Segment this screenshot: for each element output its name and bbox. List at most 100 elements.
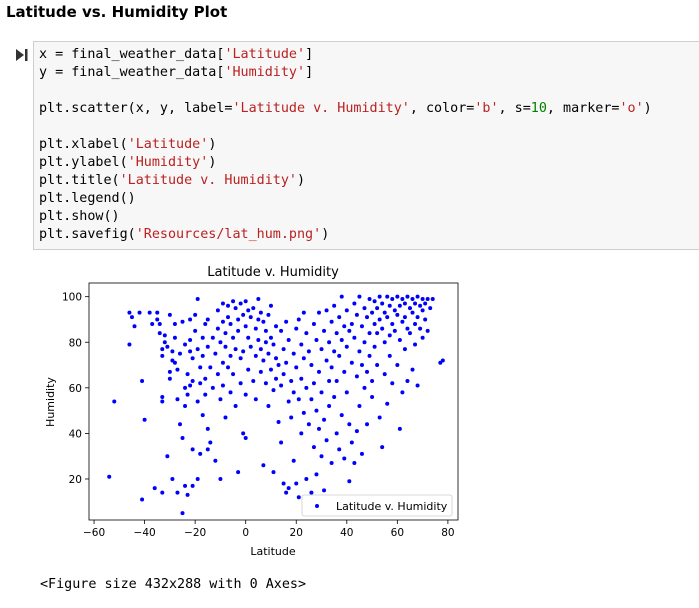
code-cell[interactable] — [33, 41, 699, 250]
data-point — [352, 461, 357, 466]
data-point — [193, 312, 198, 317]
data-point — [334, 331, 339, 336]
data-point — [324, 308, 329, 313]
data-point — [405, 326, 410, 331]
data-point — [180, 511, 185, 516]
data-point — [271, 470, 276, 475]
data-point — [354, 374, 359, 379]
data-point — [304, 331, 309, 336]
data-point — [316, 310, 321, 315]
data-point — [190, 356, 195, 361]
data-point — [400, 319, 405, 324]
data-point — [339, 294, 344, 299]
data-point — [236, 328, 241, 333]
data-point — [274, 356, 279, 361]
data-point — [425, 296, 430, 301]
data-point — [304, 385, 309, 390]
data-point — [372, 344, 377, 349]
data-point — [258, 369, 263, 374]
data-point — [395, 294, 400, 299]
data-point — [155, 310, 160, 315]
data-point — [167, 369, 172, 374]
data-point — [231, 335, 236, 340]
data-point — [188, 383, 193, 388]
legend: Latitude v. Humidity — [301, 494, 453, 517]
data-point — [236, 317, 241, 322]
chart-title: Latitude v. Humidity — [207, 265, 339, 280]
run-cell-icon[interactable] — [14, 47, 30, 63]
data-point — [365, 422, 370, 427]
data-point — [410, 310, 415, 315]
data-point — [268, 367, 273, 372]
data-point — [246, 335, 251, 340]
data-point — [423, 317, 428, 322]
data-point — [402, 301, 407, 306]
data-point — [334, 378, 339, 383]
data-point — [377, 415, 382, 420]
data-point — [183, 342, 188, 347]
data-point — [243, 324, 248, 329]
data-point — [233, 404, 238, 409]
data-point — [420, 308, 425, 313]
y-tick-label: 80 — [69, 337, 82, 349]
data-point — [365, 369, 370, 374]
data-point — [167, 312, 172, 317]
data-point — [324, 438, 329, 443]
data-point — [395, 312, 400, 317]
y-tick-label: 100 — [62, 292, 82, 304]
data-point — [337, 353, 342, 358]
data-point — [387, 303, 392, 308]
data-point — [190, 447, 195, 452]
data-point — [210, 335, 215, 340]
data-point — [309, 397, 314, 402]
data-point — [276, 420, 281, 425]
data-point — [329, 461, 334, 466]
data-point — [299, 376, 304, 381]
data-point — [301, 310, 306, 315]
data-point — [359, 363, 364, 368]
data-point — [385, 315, 390, 320]
data-point — [241, 312, 246, 317]
data-point — [274, 376, 279, 381]
data-point — [347, 422, 352, 427]
data-point — [279, 328, 284, 333]
data-point — [243, 435, 248, 440]
data-point — [205, 447, 210, 452]
data-point — [392, 328, 397, 333]
data-point — [299, 342, 304, 347]
data-point — [291, 390, 296, 395]
data-point — [228, 390, 233, 395]
data-point — [306, 349, 311, 354]
axis-ticks: −60 −40 −20 0 20 40 60 80 20 40 60 80 100 — [62, 292, 455, 539]
data-point — [327, 404, 332, 409]
data-point — [183, 483, 188, 488]
data-point — [236, 470, 241, 475]
code-line: plt.title('Latitude v. Humidity') — [39, 173, 306, 188]
data-point — [311, 322, 316, 327]
code-editor[interactable]: x = final_weather_data['Latitude'] y = f… — [39, 46, 652, 244]
data-point — [322, 488, 327, 493]
data-point — [400, 296, 405, 301]
data-point — [198, 451, 203, 456]
data-point — [268, 303, 273, 308]
data-point — [258, 347, 263, 352]
data-point — [218, 397, 223, 402]
data-point — [215, 308, 220, 313]
data-point — [380, 326, 385, 331]
data-point — [261, 463, 266, 468]
data-point — [220, 360, 225, 365]
data-point — [205, 317, 210, 322]
code-line: plt.legend() — [39, 191, 136, 206]
data-point — [387, 353, 392, 358]
data-point — [246, 308, 251, 313]
data-point — [175, 367, 180, 372]
data-point — [296, 397, 301, 402]
code-line: plt.ylabel('Humidity') — [39, 155, 217, 170]
data-point — [299, 431, 304, 436]
data-point — [291, 351, 296, 356]
data-point — [339, 337, 344, 342]
data-point — [281, 347, 286, 352]
data-point — [241, 431, 246, 436]
data-point — [218, 340, 223, 345]
data-point — [261, 319, 266, 324]
